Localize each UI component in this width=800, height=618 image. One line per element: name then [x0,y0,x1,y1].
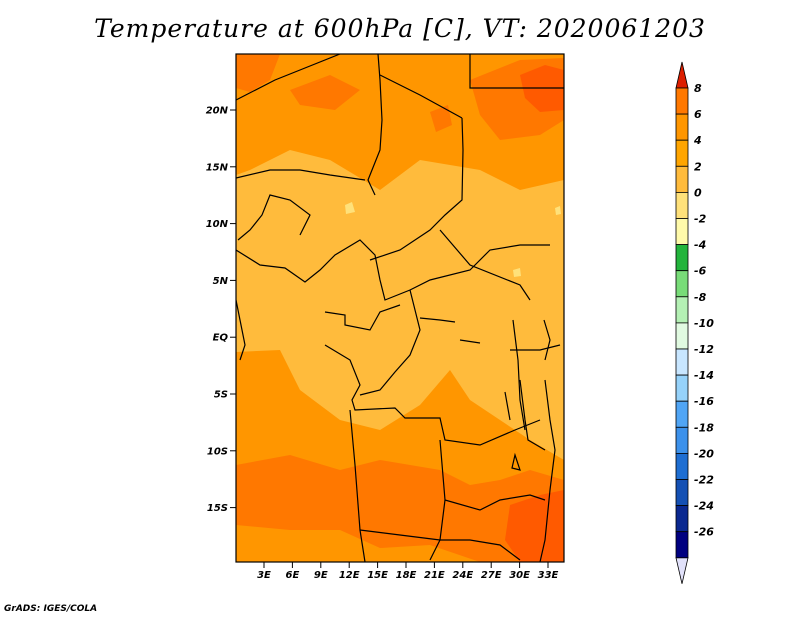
colorbar-swatch [675,218,689,246]
colorbar-label: 0 [694,186,702,199]
colorbar-label: -18 [694,421,714,434]
lon-tick-label: 33E [538,570,559,581]
colorbar-label: -24 [694,500,714,513]
colorbar-label: 2 [694,160,702,173]
temperature-field [236,54,564,562]
colorbar: 8 6 4 2 0 -2 -4 -6 -8 -10 -12 -14 -16 -18 -20 -22 -24 -26 [675,61,714,584]
colorbar-swatch [675,113,689,141]
lon-tick-label: 12E [339,570,360,581]
colorbar-swatch [675,296,689,324]
colorbar-label: -16 [694,395,714,408]
lon-tick-label: 3E [257,570,271,581]
colorbar-label: -26 [694,526,714,539]
colorbar-label: -4 [694,239,706,252]
colorbar-swatch [675,426,689,454]
latitude-axis: 20N 15N 10N 5N EQ 5S 10S 15S [206,106,236,514]
colorbar-swatch [675,244,689,272]
lat-tick-label: 10S [207,446,228,457]
colorbar-label: 8 [694,82,702,95]
longitude-axis: 3E 6E 9E 12E 15E 18E 21E 24E 27E 30E 33E [257,562,559,581]
colorbar-swatch [675,400,689,428]
lat-tick-label: 15S [207,503,228,514]
country-borders [236,54,564,562]
colorbar-swatch [675,87,689,115]
colorbar-swatch [675,531,689,559]
lat-tick-label: 10N [206,219,229,230]
colorbar-label: 6 [694,108,702,121]
colorbar-label: -14 [694,369,714,382]
colorbar-swatch [675,452,689,480]
colorbar-label: -8 [694,291,707,304]
lon-tick-label: 6E [286,570,300,581]
lat-tick-label: 15N [206,162,229,173]
lon-tick-label: 24E [452,570,473,581]
colorbar-label: -2 [694,213,707,226]
lon-tick-label: 27E [481,570,502,581]
colorbar-swatch [675,139,689,167]
colorbar-swatch [675,270,689,298]
colorbar-bottom-arrow [675,557,689,584]
grads-credit: GrADS: IGES/COLA [4,604,98,614]
colorbar-swatch [675,505,689,533]
map-title: Temperature at 600hPa [C], VT: 202006120… [94,14,706,43]
lon-tick-label: 15E [367,570,388,581]
colorbar-label: -10 [694,317,714,330]
map-frame [235,53,565,563]
lat-tick-label: 20N [206,106,229,117]
colorbar-label: -12 [694,343,714,356]
colorbar-swatch [675,191,689,219]
colorbar-label: -20 [694,447,714,460]
colorbar-label: 4 [693,134,702,147]
colorbar-swatch [675,374,689,402]
colorbar-swatch [675,348,689,376]
lon-tick-label: 30E [509,570,530,581]
lat-tick-label: 5N [213,276,229,287]
colorbar-label: -22 [694,474,714,487]
colorbar-swatch [675,479,689,507]
colorbar-swatch [675,322,689,350]
lon-tick-label: 21E [424,570,445,581]
lon-tick-label: 18E [396,570,417,581]
lat-tick-label: EQ [213,333,229,344]
colorbar-swatch [675,165,689,193]
colorbar-top-arrow [675,61,689,89]
colorbar-label: -6 [694,265,707,278]
lat-tick-label: 5S [214,390,228,401]
lon-tick-label: 9E [314,570,328,581]
